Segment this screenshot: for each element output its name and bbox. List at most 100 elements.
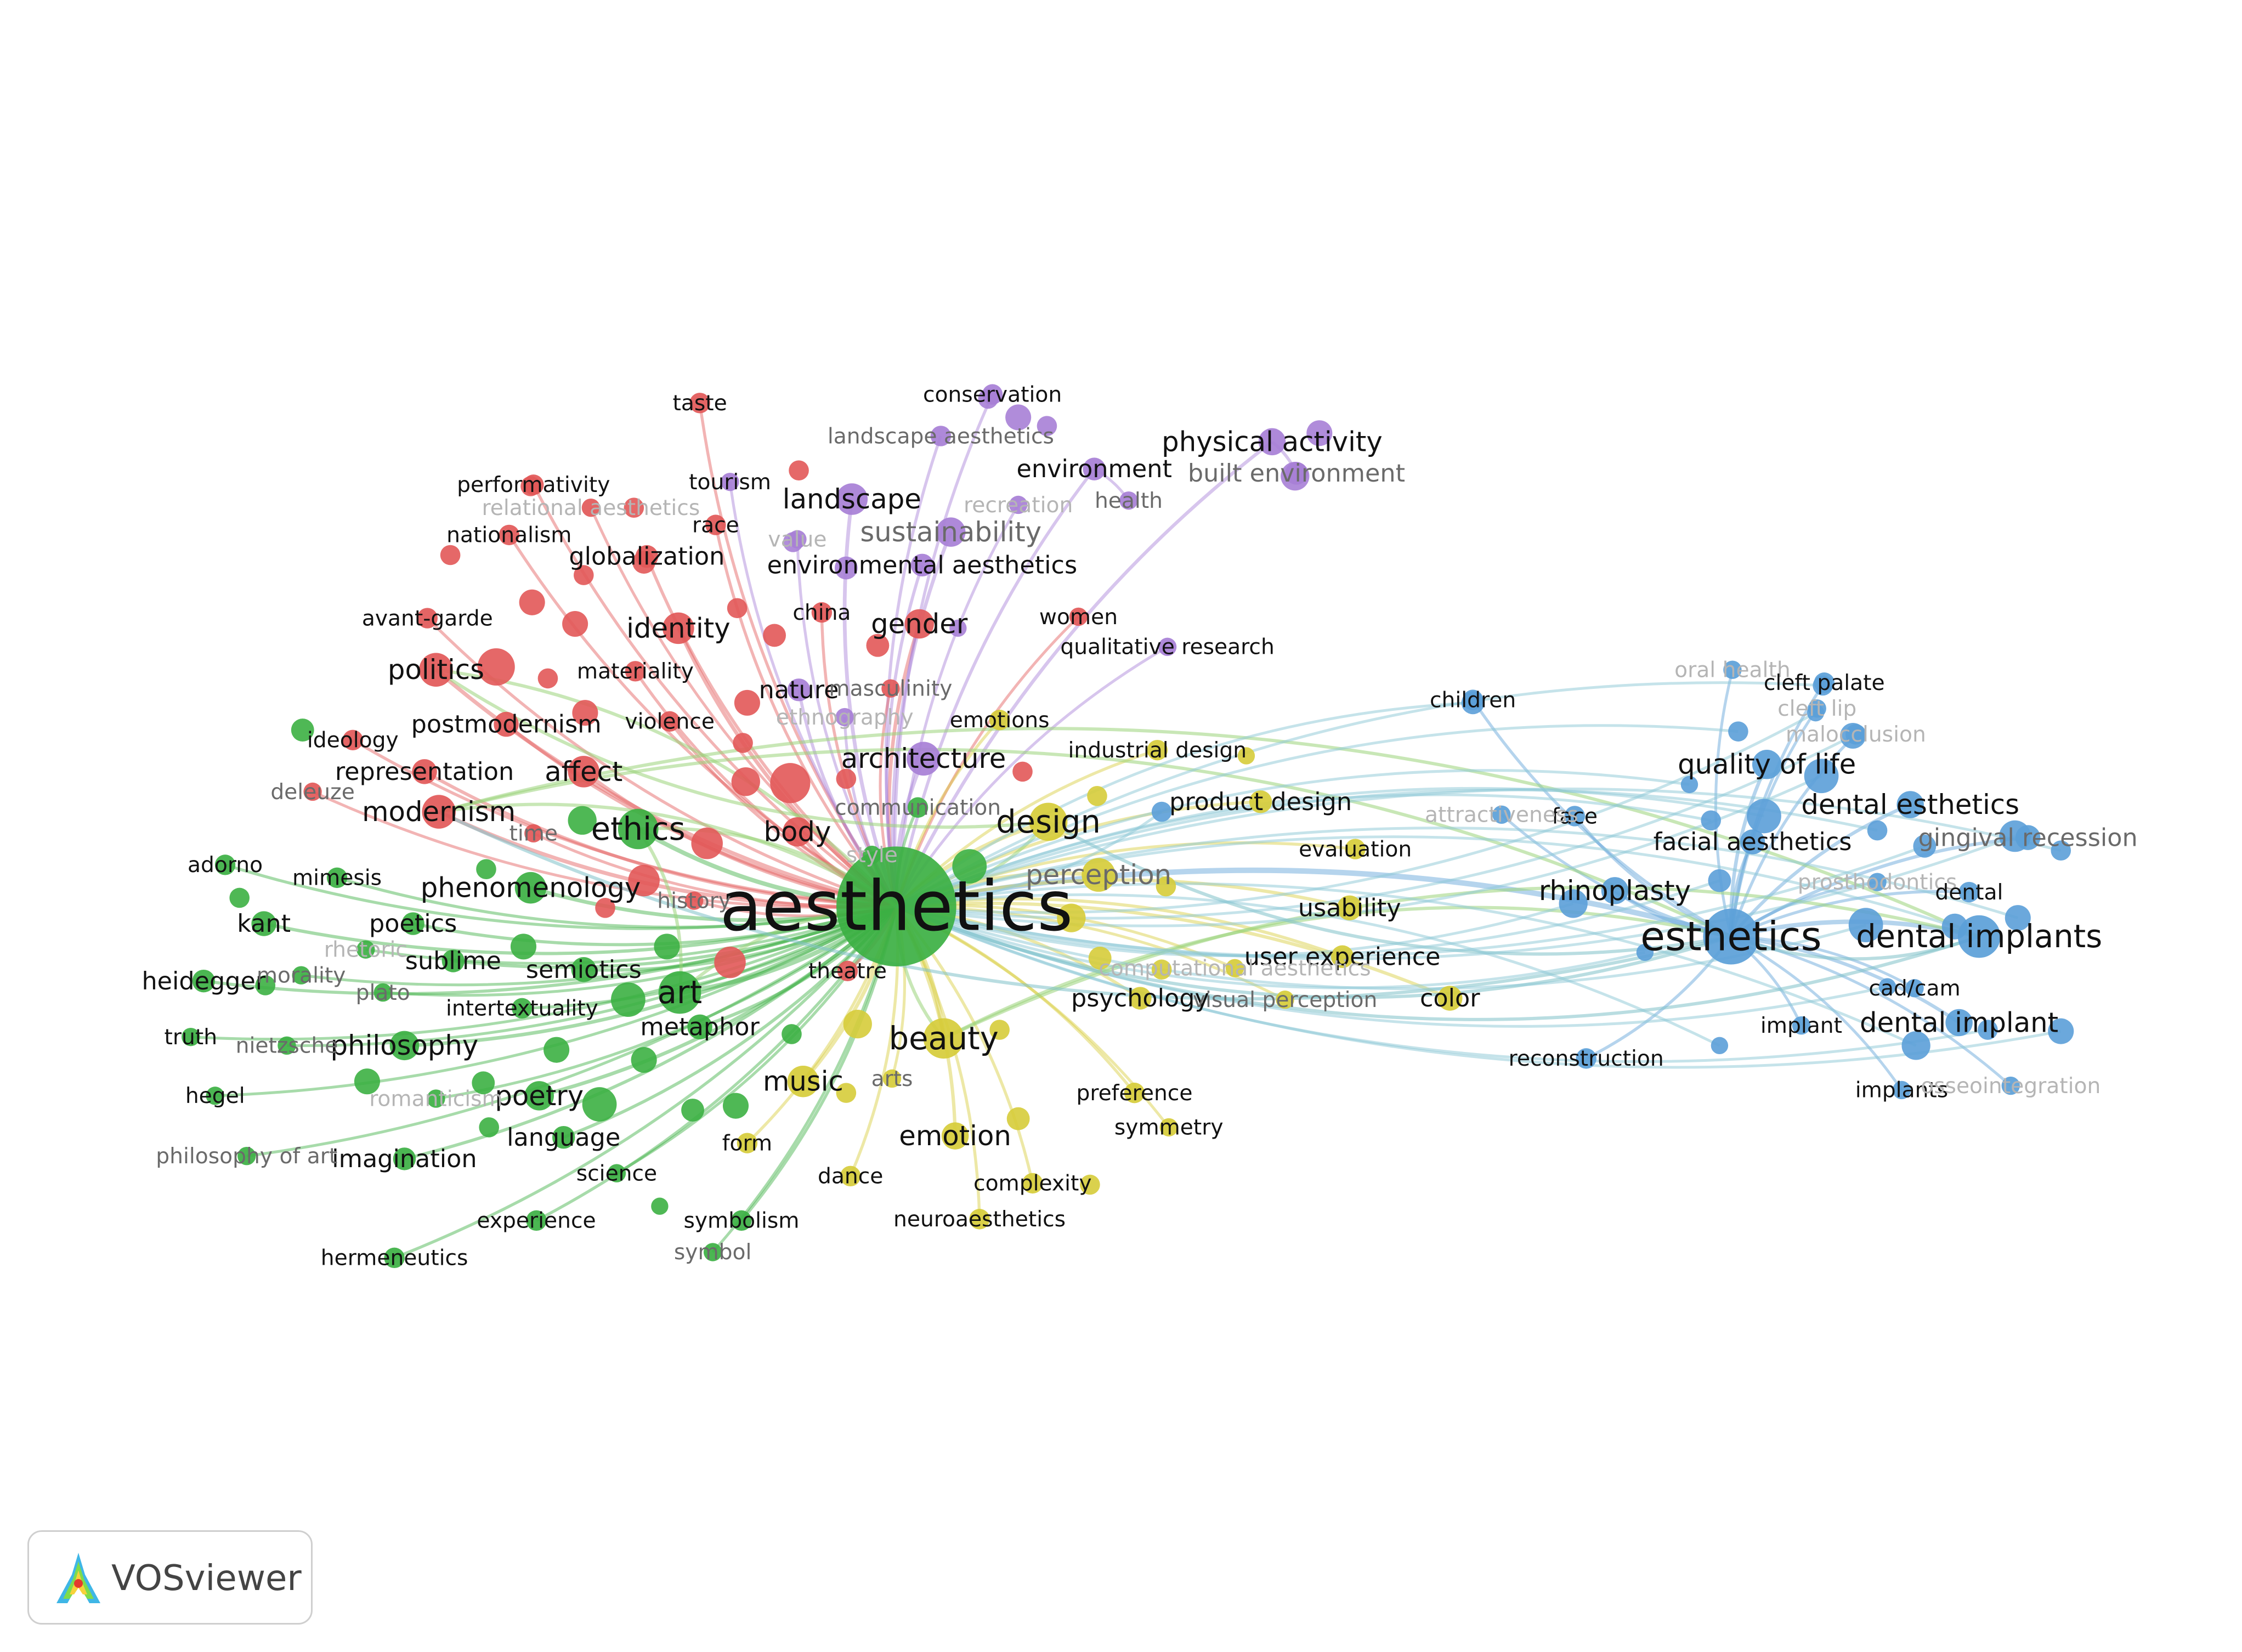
node-dot-29[interactable] [631,1046,657,1073]
node-representation[interactable] [412,759,437,784]
node-dance[interactable] [840,1166,861,1186]
node-dot-16[interactable] [537,668,558,689]
node-style[interactable] [863,845,881,864]
node-nietzsche[interactable] [278,1036,296,1055]
node-sustainability[interactable] [936,517,966,547]
node-body[interactable] [783,817,812,847]
node-truth[interactable] [182,1027,200,1046]
node-cad-cam[interactable] [1905,979,1924,998]
node-dot-62[interactable] [1848,908,1883,943]
node-perception[interactable] [1082,858,1116,892]
node-dot-13[interactable] [519,589,545,615]
node-symbolism[interactable] [731,1210,752,1231]
node-esthetics[interactable] [1703,908,1759,965]
node-dot-70[interactable] [1804,759,1839,794]
node-rhinoplasty[interactable] [1601,877,1629,904]
node-sublime[interactable] [441,949,465,972]
node-dot-65[interactable] [2005,905,2031,931]
node-communication[interactable] [907,797,928,818]
node-prosthodontics[interactable] [1868,873,1887,891]
node-identity[interactable] [663,612,694,644]
node-poetics[interactable] [401,912,424,935]
node-dot-4[interactable] [770,763,811,804]
node-nature[interactable] [787,678,811,701]
node-form[interactable] [737,1133,758,1153]
node-globalization[interactable] [635,545,659,568]
node-affect[interactable] [568,756,600,788]
node-dot-53[interactable] [1088,946,1112,970]
node-dot-41[interactable] [255,975,276,995]
node-language[interactable] [552,1125,575,1149]
node-morality[interactable] [292,966,310,985]
node-dot-82[interactable] [1978,1020,1998,1040]
node-dot-37[interactable] [479,1117,500,1138]
node-symbol[interactable] [703,1243,722,1261]
node-postmodernism[interactable] [494,711,519,737]
node-dot-42[interactable] [1005,404,1032,431]
node-dot-64[interactable] [2048,1018,2074,1044]
node-dot-45[interactable] [1306,420,1333,446]
node-masculinity[interactable] [881,679,900,698]
node-preference[interactable] [1124,1082,1145,1104]
node-dot-31[interactable] [722,1093,749,1119]
node-dot-3[interactable] [733,733,753,753]
node-theatre[interactable] [837,960,858,982]
node-dot-57[interactable] [836,1083,857,1103]
node-architecture[interactable] [907,742,941,776]
node-dot-81[interactable] [1701,810,1722,831]
node-race[interactable] [705,514,726,535]
node-dot-24[interactable] [291,718,314,742]
node-dot-7[interactable] [628,864,660,897]
node-computational-aesthetics[interactable] [1225,959,1244,977]
node-dot-61[interactable] [1080,1174,1100,1195]
node-dot-25[interactable] [476,859,496,879]
node-reconstruction[interactable] [1576,1048,1596,1069]
node-dot-32[interactable] [782,1024,802,1044]
node-qualitative-research[interactable] [1158,637,1177,657]
node-dot-17[interactable] [763,624,786,647]
node-taste[interactable] [689,393,710,414]
node-dot-67[interactable] [2051,840,2071,861]
node-ideology[interactable] [342,729,363,751]
node-experience[interactable] [526,1210,547,1231]
node-recreation[interactable] [1009,495,1028,514]
node-osseointegration[interactable] [2001,1076,2020,1095]
node-emotion[interactable] [941,1122,969,1150]
node-dot-39[interactable] [568,806,597,835]
node-dot-6[interactable] [691,827,723,859]
node-dot-23[interactable] [1012,761,1033,782]
node-women[interactable] [1069,607,1088,626]
node-imagination[interactable] [393,1147,416,1170]
node-music[interactable] [787,1065,819,1097]
node-implant[interactable] [1792,1016,1811,1035]
node-plato[interactable] [373,983,392,1002]
node-dot-58[interactable] [843,1009,872,1039]
node-dot-36[interactable] [354,1068,380,1095]
node-dental-esthetics[interactable] [1896,791,1924,818]
node-philosophy[interactable] [389,1031,420,1061]
node-beauty[interactable] [923,1018,964,1059]
node-hegel[interactable] [206,1087,224,1105]
node-performativity[interactable] [523,474,544,495]
node-dot-55[interactable] [989,1020,1010,1040]
node-dot-30[interactable] [681,1099,704,1122]
node-dot-2[interactable] [734,689,760,716]
node-rhetoric[interactable] [356,940,375,959]
node-dot-56[interactable] [1006,1107,1030,1130]
node-dot-18[interactable] [866,633,890,657]
node-dot-22[interactable] [789,460,809,481]
node-malocclusion[interactable] [1845,724,1866,745]
node-dot-28[interactable] [654,934,680,960]
node-gender[interactable] [904,609,934,639]
node-dot-10[interactable] [562,610,588,637]
node-deleuze[interactable] [303,782,322,801]
node-tourism[interactable] [721,472,739,491]
node-dot-14[interactable] [440,545,461,565]
node-cleft-lip[interactable] [1808,699,1826,718]
node-dental[interactable] [1958,881,1980,903]
node-dot-73[interactable] [1680,776,1699,794]
node-physical-activity[interactable] [1258,428,1286,456]
node-cleft-palate[interactable] [1814,672,1835,693]
node-ethics[interactable] [618,808,659,850]
